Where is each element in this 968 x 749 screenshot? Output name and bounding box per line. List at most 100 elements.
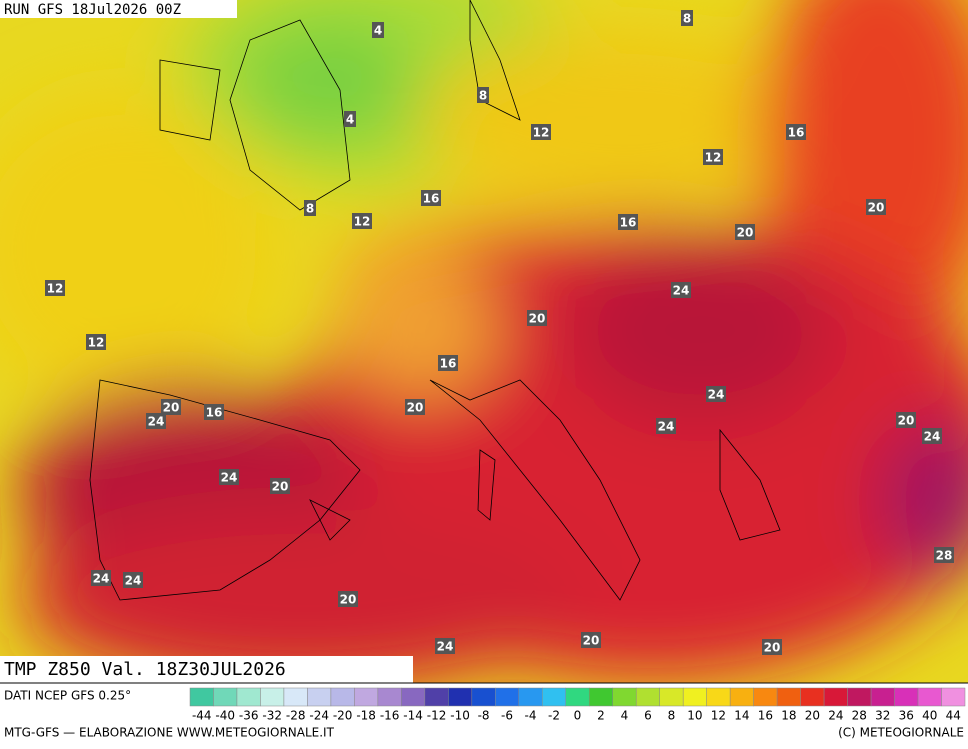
- contour-label: 24: [93, 572, 110, 586]
- contour-label-box: [706, 386, 726, 402]
- colorbar-cell: [894, 687, 919, 707]
- contour-label-box: [219, 469, 239, 485]
- colorbar-label: 18: [781, 709, 796, 723]
- contour-label-box: [581, 632, 601, 648]
- colorbar-label: -24: [309, 709, 329, 723]
- contour-label: 8: [683, 12, 691, 26]
- colorbar-label: -14: [403, 709, 423, 723]
- contour-label-box: [270, 478, 290, 494]
- contour-label-box: [405, 399, 425, 415]
- colorbar-cell: [424, 687, 449, 707]
- contour-label: 4: [346, 113, 354, 127]
- colorbar-cell: [189, 687, 214, 707]
- colorbar-cell: [917, 687, 942, 707]
- contour-label-box: [656, 418, 676, 434]
- colorbar-label: -36: [239, 709, 259, 723]
- colorbar-label: -20: [333, 709, 353, 723]
- colorbar-cell: [542, 687, 567, 707]
- colorbar-label: -8: [478, 709, 490, 723]
- contour-label: 20: [163, 401, 180, 415]
- field-label: TMP Z850 Val. 18Z30JUL2026: [4, 659, 286, 680]
- contour-label-box: [531, 124, 551, 140]
- colorbar: -44 -40 -36 -32 -28 -24 -20 -18 -16 -14 -12 -10 -8 -6…: [189, 687, 966, 723]
- contour-label: 20: [272, 480, 289, 494]
- colorbar-cell: [706, 687, 731, 707]
- contour-label: 16: [788, 126, 805, 140]
- colorbar-label: -4: [525, 709, 537, 723]
- colorbar-cell: [401, 687, 426, 707]
- contour-label-box: [123, 572, 143, 588]
- run-label: RUN GFS 18Jul2026 00Z: [4, 2, 181, 18]
- colorbar-cell: [847, 687, 872, 707]
- colorbar-cell: [377, 687, 402, 707]
- source-label: DATI NCEP GFS 0.25°: [4, 689, 131, 703]
- run-box: [0, 0, 237, 18]
- colorbar-label: 6: [644, 709, 652, 723]
- colorbar-label: 40: [922, 709, 937, 723]
- contour-label-box: [786, 124, 806, 140]
- contour-label-box: [618, 214, 638, 230]
- coastlines: [89, 0, 781, 601]
- contour-label: 12: [47, 282, 64, 296]
- contour-label: 16: [206, 406, 223, 420]
- contour-label: 24: [148, 415, 165, 429]
- contour-label-box: [762, 639, 782, 655]
- colorbar-label: -10: [450, 709, 470, 723]
- contour-label-box: [161, 399, 181, 415]
- colorbar-cell: [776, 687, 801, 707]
- contour-label: 24: [437, 640, 454, 654]
- colorbar-label: 0: [574, 709, 582, 723]
- colorbar-label: -40: [215, 709, 235, 723]
- colorbar-label: 8: [668, 709, 676, 723]
- colorbar-label: 24: [828, 709, 843, 723]
- colorbar-label: -16: [380, 709, 400, 723]
- colorbar-label: 12: [711, 709, 726, 723]
- colorbar-cell: [495, 687, 520, 707]
- contour-label-box: [922, 428, 942, 444]
- colorbar-cell: [659, 687, 684, 707]
- colorbar-label: -28: [286, 709, 306, 723]
- colorbar-label: 2: [597, 709, 605, 723]
- colorbar-cell: [283, 687, 308, 707]
- colorbar-cell: [448, 687, 473, 707]
- contour-label: 24: [221, 471, 238, 485]
- colorbar-cell: [565, 687, 590, 707]
- colorbar-label: -32: [262, 709, 282, 723]
- contour-label-box: [866, 199, 886, 215]
- colorbar-cell: [612, 687, 637, 707]
- contour-label: 24: [708, 388, 725, 402]
- contour-label: 12: [533, 126, 550, 140]
- colorbar-label: -12: [427, 709, 447, 723]
- contour-label: 24: [924, 430, 941, 444]
- contour-label: 20: [868, 201, 885, 215]
- colorbar-cell: [236, 687, 261, 707]
- contour-label-box: [352, 213, 372, 229]
- contour-label-box: [477, 87, 489, 103]
- colorbar-cell: [800, 687, 825, 707]
- field-box: [0, 656, 413, 683]
- contour-label-box: [45, 280, 65, 296]
- colorbar-cell: [682, 687, 707, 707]
- contour-label-box: [438, 355, 458, 371]
- contour-label: 20: [737, 226, 754, 240]
- contour-label-box: [735, 224, 755, 240]
- contour-label: 4: [374, 24, 382, 38]
- contour-label-box: [338, 591, 358, 607]
- colorbar-label: 16: [758, 709, 773, 723]
- contour-label-box: [671, 282, 691, 298]
- contour-label: 20: [764, 641, 781, 655]
- colorbar-label: 14: [734, 709, 749, 723]
- contour-label-box: [934, 547, 954, 563]
- colorbar-label: 32: [875, 709, 890, 723]
- contour-label: 12: [354, 215, 371, 229]
- contour-label: 8: [479, 89, 487, 103]
- contour-label: 20: [407, 401, 424, 415]
- colorbar-label: -18: [356, 709, 376, 723]
- contour-label: 16: [440, 357, 457, 371]
- colorbar-cell: [260, 687, 285, 707]
- contour-label-box: [435, 638, 455, 654]
- contour-label: 24: [125, 574, 142, 588]
- contour-label-box: [527, 310, 547, 326]
- contour-label-box: [896, 412, 916, 428]
